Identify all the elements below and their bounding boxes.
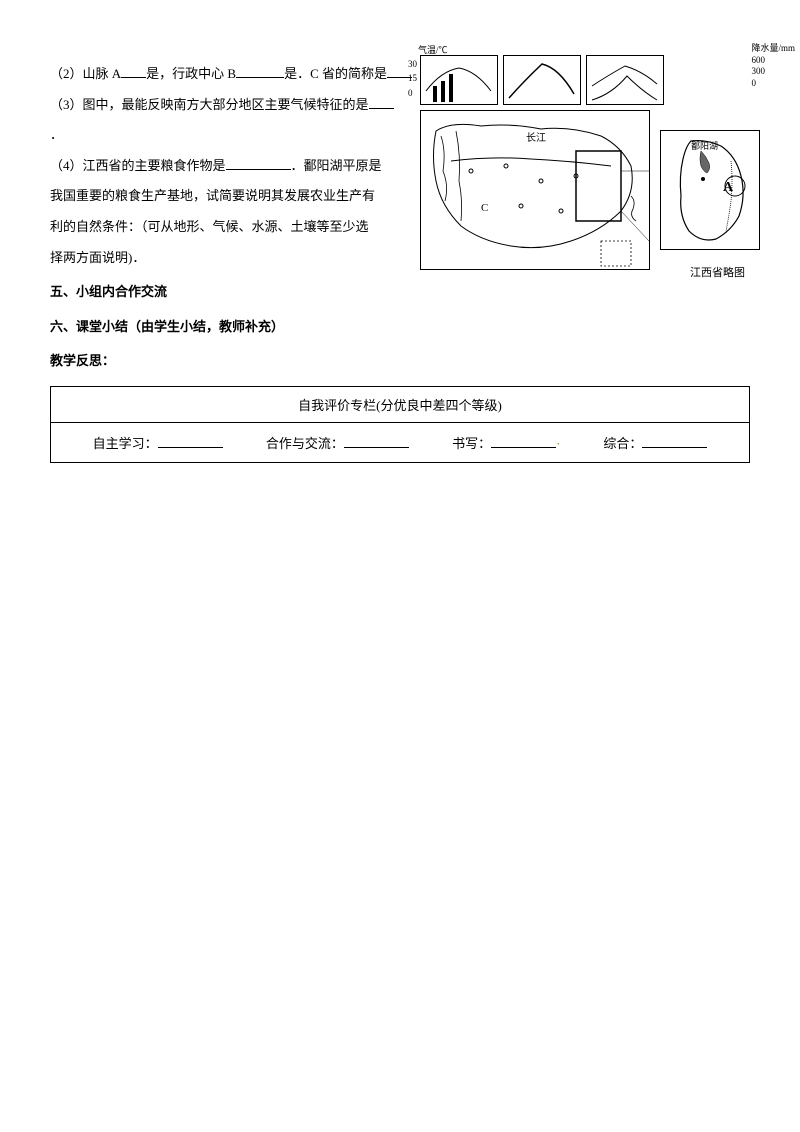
- eval-label-4: 综合：: [603, 433, 642, 452]
- blank-eval-3[interactable]: [491, 434, 556, 448]
- climate-chart-3: [586, 55, 664, 105]
- climate-charts-row: 气温/℃ 30 15 0: [420, 55, 760, 105]
- eval-label-3: 书写：: [452, 433, 491, 452]
- q4-mid: ．鄱阳湖平原是: [291, 158, 382, 173]
- inset-map: 鄱阳湖 A: [660, 130, 760, 250]
- q3-suffix: ．: [50, 121, 430, 150]
- precip-300: 300: [751, 66, 795, 78]
- question-4-line4: 择两方面说明)．: [50, 244, 430, 273]
- eval-item-coop: 合作与交流：: [266, 433, 409, 452]
- svg-text:鄱阳湖: 鄱阳湖: [691, 141, 718, 151]
- diagram-area: 气温/℃ 30 15 0: [420, 55, 760, 285]
- teaching-reflection: 教学反思：: [50, 347, 430, 376]
- inset-map-svg: 鄱阳湖 A: [661, 131, 759, 249]
- question-4-line1: （4）江西省的主要粮食作物是 ．鄱阳湖平原是: [50, 152, 430, 181]
- blank-a[interactable]: [121, 64, 146, 78]
- temp-0: 0: [408, 86, 417, 100]
- blank-climate[interactable]: [369, 95, 394, 109]
- section-6: 六、课堂小结（由学生小结，教师补充）: [50, 313, 430, 342]
- eval-label-2: 合作与交流：: [266, 433, 344, 452]
- question-text-block: （2）山脉 A 是，行政中心 B 是．C 省的简称是 （3）图中，最能反映南方大部分…: [50, 60, 430, 376]
- eval-item-study: 自主学习：: [93, 433, 223, 452]
- eval-header: 自我评价专栏(分优良中差四个等级): [51, 387, 749, 423]
- climate-chart-1: [420, 55, 498, 105]
- blank-crop[interactable]: [226, 156, 291, 170]
- precip-label: 降水量/mm: [751, 43, 795, 55]
- inset-map-label: 江西省略图: [690, 264, 745, 280]
- svg-text:C: C: [481, 202, 488, 214]
- chart2-svg: [504, 56, 580, 104]
- q2-mid1: 是，行政中心 B: [146, 66, 236, 81]
- temp-15: 15: [408, 71, 417, 85]
- question-2: （2）山脉 A 是，行政中心 B 是．C 省的简称是: [50, 60, 430, 89]
- blank-eval-4[interactable]: [642, 434, 707, 448]
- precip-0: 0: [751, 78, 795, 90]
- blank-eval-1[interactable]: [158, 434, 223, 448]
- question-4-line2: 我国重要的粮食生产基地，试简要说明其发展农业生产有: [50, 182, 430, 211]
- q3-prefix: （3）图中，最能反映南方大部分地区主要气候特征的是: [50, 97, 369, 112]
- eval-table: 自我评价专栏(分优良中差四个等级) 自主学习： 合作与交流： 书写： · 综合：: [50, 386, 750, 463]
- svg-text:长江: 长江: [526, 132, 546, 144]
- chart3-svg: [587, 56, 663, 104]
- temp-ticks: 30 15 0: [408, 57, 417, 100]
- chart1-svg: [421, 56, 497, 104]
- section-5: 五、小组内合作交流: [50, 278, 430, 307]
- temp-30: 30: [408, 57, 417, 71]
- q4-prefix: （4）江西省的主要粮食作物是: [50, 158, 226, 173]
- eval-item-writing: 书写： ·: [452, 433, 560, 452]
- question-3: （3）图中，最能反映南方大部分地区主要气候特征的是: [50, 91, 430, 120]
- eval-item-overall: 综合：: [603, 433, 707, 452]
- eval-label-1: 自主学习：: [93, 433, 158, 452]
- q2-prefix: （2）山脉 A: [50, 66, 121, 81]
- blank-eval-2[interactable]: [344, 434, 409, 448]
- precip-600: 600: [751, 55, 795, 67]
- map-container: C 长江 鄱阳湖 A: [420, 110, 760, 280]
- main-map-svg: C 长江: [421, 111, 649, 269]
- dot-icon: ·: [556, 436, 560, 452]
- eval-items-row: 自主学习： 合作与交流： 书写： · 综合：: [51, 423, 749, 462]
- question-4-line3: 利的自然条件：（可从地形、气候、水源、土壤等至少选: [50, 213, 430, 242]
- precip-axis-labels: 降水量/mm 600 300 0: [751, 43, 795, 90]
- q2-mid2: 是．C 省的简称是: [284, 66, 387, 81]
- blank-b[interactable]: [236, 64, 284, 78]
- climate-chart-2: [503, 55, 581, 105]
- main-map: C 长江: [420, 110, 650, 270]
